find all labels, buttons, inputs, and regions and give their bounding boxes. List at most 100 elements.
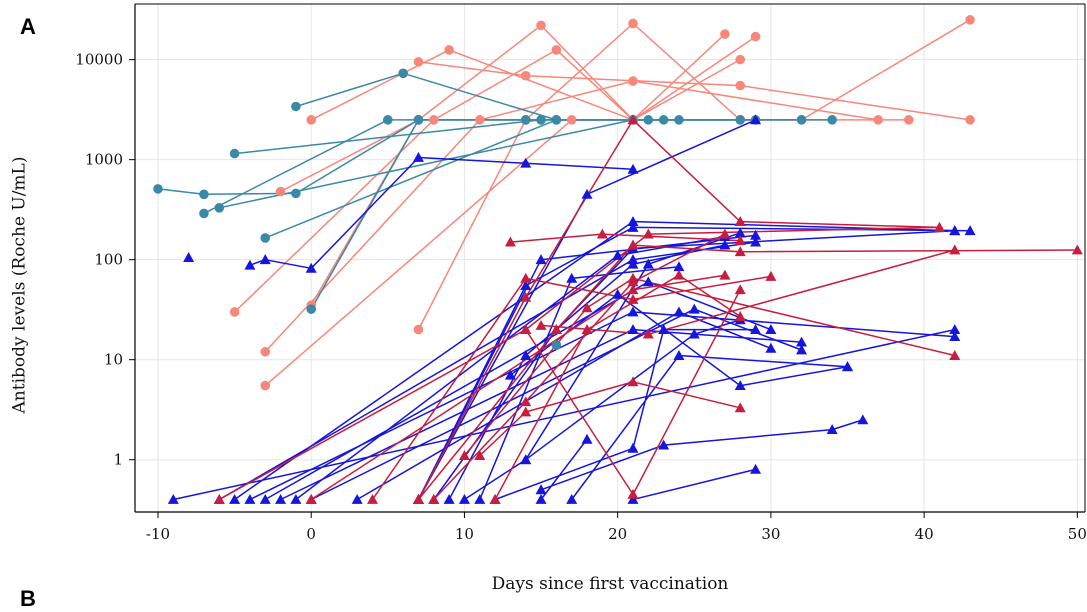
data-point-triangle <box>719 269 731 280</box>
data-point-triangle <box>504 236 516 247</box>
data-point-triangle <box>627 258 639 269</box>
data-point-triangle <box>412 494 424 504</box>
data-point-triangle <box>673 261 685 272</box>
data-point-circle <box>444 45 454 55</box>
data-point-circle <box>536 20 546 31</box>
data-point-triangle <box>949 331 961 342</box>
data-point-triangle <box>642 328 654 339</box>
data-point-triangle <box>734 284 746 295</box>
data-point-triangle <box>566 272 578 283</box>
data-point-triangle <box>734 380 746 391</box>
data-point-triangle <box>750 324 762 334</box>
data-point-triangle <box>581 188 593 199</box>
data-point-triangle <box>581 302 593 313</box>
data-point-triangle <box>642 228 654 239</box>
data-point-circle <box>536 115 546 125</box>
axes <box>129 3 1086 518</box>
data-point-circle <box>275 186 286 197</box>
data-point-triangle <box>520 396 532 407</box>
data-point-circle <box>398 68 408 79</box>
data-point-triangle <box>458 450 470 460</box>
data-point-circle <box>735 80 746 91</box>
data-point-circle <box>291 188 301 199</box>
data-point-triangle <box>750 229 762 240</box>
data-point-triangle <box>305 262 317 273</box>
data-point-triangle <box>167 494 179 504</box>
data-point-triangle <box>596 228 608 239</box>
data-point-triangle <box>520 406 532 417</box>
series-line-salmon <box>264 80 879 353</box>
data-point-triangle <box>627 324 639 334</box>
data-point-triangle <box>627 221 639 232</box>
data-point-triangle <box>458 494 470 504</box>
x-tick-label: 0 <box>306 525 316 543</box>
data-point-triangle <box>734 227 746 238</box>
data-point-circle <box>413 324 424 335</box>
data-point-triangle <box>290 494 302 504</box>
data-point-triangle <box>642 258 654 269</box>
data-point-circle <box>750 31 761 42</box>
x-tick-label: 10 <box>455 525 474 543</box>
data-point-triangle <box>474 494 486 504</box>
series-line-blue <box>540 419 864 491</box>
data-point-triangle <box>719 228 731 239</box>
data-point-triangle <box>826 424 838 434</box>
data-point-triangle <box>504 369 516 380</box>
data-point-triangle <box>229 494 241 504</box>
series-line-blue <box>540 438 588 500</box>
series-line-salmon <box>310 33 726 121</box>
data-point-triangle <box>550 324 562 334</box>
series-line-red <box>479 381 741 457</box>
data-point-triangle <box>642 276 654 287</box>
data-point-triangle <box>964 225 976 236</box>
data-point-circle <box>260 346 271 357</box>
data-point-circle <box>735 115 746 125</box>
data-point-triangle <box>627 488 639 499</box>
data-point-triangle <box>949 350 961 360</box>
data-point-triangle <box>581 324 593 334</box>
data-point-triangle <box>750 463 762 474</box>
panel-label-a: A <box>20 14 36 39</box>
data-point-triangle <box>535 319 547 330</box>
data-point-triangle <box>734 311 746 321</box>
data-point-triangle <box>627 442 639 453</box>
y-tick-label: 10000 <box>75 51 123 69</box>
series-line-red <box>463 277 955 457</box>
data-point-circle <box>827 115 837 125</box>
data-point-triangle <box>765 324 777 334</box>
data-point-triangle <box>520 291 532 302</box>
data-point-triangle <box>275 494 287 504</box>
data-point-triangle <box>474 450 486 460</box>
data-point-triangle <box>765 270 777 281</box>
data-point-triangle <box>520 272 532 283</box>
data-point-triangle <box>520 350 532 360</box>
data-point-circle <box>566 115 577 125</box>
data-point-triangle <box>627 163 639 174</box>
data-point-triangle <box>213 494 225 504</box>
data-point-circle <box>965 115 975 125</box>
data-point-triangle <box>673 306 685 317</box>
data-point-triangle <box>627 114 639 125</box>
data-point-triangle <box>535 484 547 495</box>
tick-labels: -10 0 10 20 30 40 50 1 10 100 1000 10000 <box>75 51 1087 543</box>
data-point-triangle <box>1071 244 1083 255</box>
data-point-triangle <box>734 216 746 227</box>
data-point-triangle <box>520 454 532 465</box>
data-point-triangle <box>627 239 639 250</box>
data-point-circle <box>873 115 883 125</box>
data-point-triangle <box>734 235 746 246</box>
x-tick-label: 30 <box>761 525 780 543</box>
data-point-circle <box>214 203 225 213</box>
data-point-triangle <box>244 259 256 270</box>
data-point-triangle <box>612 250 624 260</box>
data-point-circle <box>383 115 393 125</box>
data-point-circle <box>260 380 271 391</box>
data-point-circle <box>474 115 485 125</box>
data-point-triangle <box>658 439 670 450</box>
data-point-circle <box>735 54 746 65</box>
data-point-triangle <box>673 350 685 360</box>
x-tick-label: -10 <box>146 525 170 543</box>
series-line-red <box>371 275 772 500</box>
